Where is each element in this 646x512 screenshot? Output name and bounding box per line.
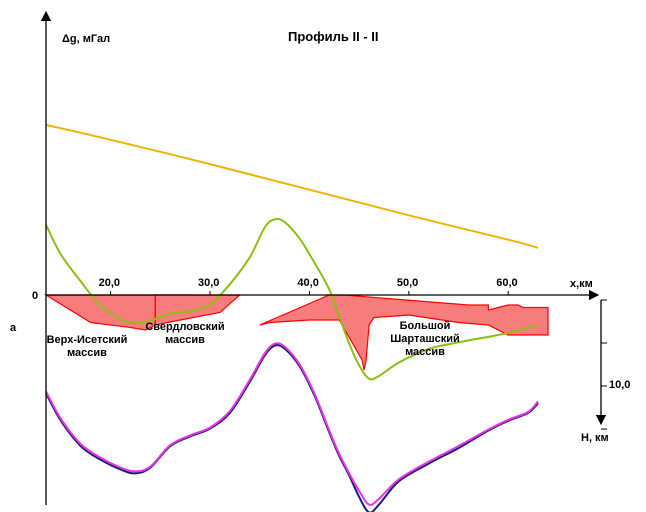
x-axis-label: x,км — [570, 278, 593, 290]
x-tick-label-0: 20,0 — [99, 277, 120, 289]
depth-axis-ticks: 10,0 — [601, 299, 630, 430]
series-line-1 — [45, 217, 539, 381]
x-tick-label-4: 60,0 — [496, 277, 517, 289]
body-label-2-2: массив — [405, 346, 445, 358]
depth-axis-label: H, км — [581, 432, 609, 444]
curves — [45, 123, 539, 512]
x-tick-label-2: 40,0 — [297, 277, 318, 289]
series-line-0 — [45, 123, 539, 249]
depth-tick-label-0: 10,0 — [609, 379, 630, 391]
series-line-3 — [45, 342, 539, 506]
geological-bodies — [43, 294, 549, 371]
series-line-2 — [45, 344, 539, 512]
x-axis-ticks: 20,0 30,0 40,0 50,0 60,0 — [99, 277, 518, 295]
origin-label: 0 — [32, 290, 38, 302]
body-label-2-1: Шарташский — [390, 333, 460, 345]
x-tick-label-3: 50,0 — [397, 277, 418, 289]
body-2 — [259, 294, 549, 371]
panel-label: а — [10, 322, 17, 334]
x-tick-label-1: 30,0 — [198, 277, 219, 289]
chart-title: Профиль II - II — [288, 29, 378, 44]
body-label-1-0: Свердловский — [145, 321, 224, 333]
y-axis-label: Δg, мГал — [62, 33, 110, 45]
body-label-2-0: Большой — [400, 320, 451, 332]
body-labels: Верх-ИсетскиймассивСвердловскиймассивБол… — [47, 320, 460, 359]
body-label-0-0: Верх-Исетский — [47, 334, 128, 346]
body-label-1-1: массив — [165, 334, 205, 346]
body-label-0-1: массив — [67, 347, 107, 359]
